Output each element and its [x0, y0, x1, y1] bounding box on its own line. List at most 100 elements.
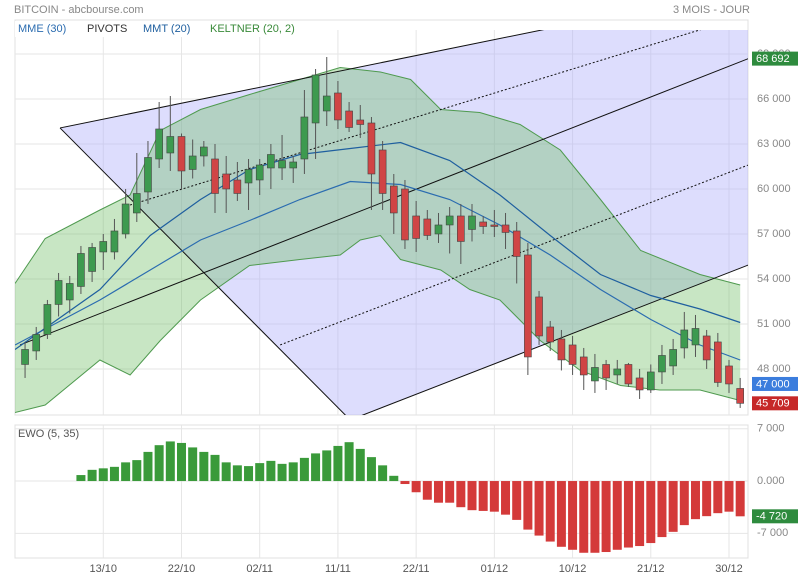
legend-bg — [15, 21, 305, 37]
price-label-box — [752, 396, 798, 411]
ewo-bar — [623, 481, 633, 548]
ewo-bar — [679, 481, 689, 526]
candle-body — [21, 349, 29, 365]
legend-item: KELTNER (20, 2) — [210, 23, 295, 35]
ewo-bar — [512, 481, 522, 520]
moving-average — [15, 141, 741, 350]
ewo-bar — [277, 463, 287, 482]
ewo-bar — [244, 466, 254, 482]
candle-body — [468, 215, 476, 230]
candle-body — [99, 241, 108, 253]
ewo-bar — [523, 481, 533, 530]
candle-body — [546, 326, 555, 343]
ewo-bar — [411, 481, 421, 493]
pivot-line — [59, 127, 346, 415]
candle-body — [334, 92, 342, 121]
ewo-bar — [556, 481, 566, 547]
candle-body — [211, 158, 219, 194]
candle-body — [423, 218, 432, 236]
candle-body — [356, 119, 365, 125]
value-label: -4 720 — [756, 511, 787, 523]
ewo-bar — [635, 481, 645, 547]
x-tick-label: 22/10 — [168, 563, 196, 575]
candle-body — [278, 160, 286, 169]
candle-body — [32, 334, 41, 352]
ewo-bar — [433, 481, 443, 503]
chart-title: BITCOIN - abcbourse.com — [14, 4, 144, 16]
candle-body — [736, 388, 744, 404]
pivot-line — [361, 264, 748, 415]
keltner-upper — [15, 66, 741, 286]
ewo-bar — [713, 481, 723, 514]
ewo-panel — [14, 424, 749, 559]
ewo-bar — [378, 465, 388, 482]
ewo-title: EWO (5, 35) — [18, 428, 79, 440]
ewo-bar — [422, 481, 432, 500]
pivot-line — [59, 30, 545, 129]
ewo-bar — [210, 454, 220, 482]
candle-body — [591, 367, 599, 382]
y-tick-label: 63 000 — [757, 138, 791, 150]
ewo-bar — [400, 481, 410, 485]
ewo-bar — [154, 445, 164, 482]
candle-body — [702, 335, 711, 361]
y-tick-label: 57 000 — [757, 228, 791, 240]
candle-body — [188, 155, 197, 170]
value-label-box — [752, 509, 798, 524]
ewo-bar — [612, 481, 622, 550]
candle-body — [77, 253, 85, 287]
candle-body — [490, 224, 499, 227]
candle-body — [725, 365, 733, 385]
legend-item: PIVOTS — [87, 23, 127, 35]
candle-body — [121, 203, 130, 235]
pivot-line — [279, 164, 748, 346]
candle-body — [434, 224, 443, 235]
candle-body — [132, 193, 141, 214]
ewo-bar — [568, 481, 578, 550]
ewo-bar — [735, 481, 745, 517]
y-tick-label: 60 000 — [757, 183, 791, 195]
candle-body — [401, 188, 409, 241]
ewo-bar — [590, 481, 600, 553]
ewo-bar — [165, 441, 175, 482]
candle-body — [166, 136, 175, 154]
price-label: 68 692 — [756, 53, 790, 65]
ewo-bar — [76, 475, 86, 482]
x-tick-label: 21/12 — [637, 563, 665, 575]
candle-body — [714, 341, 722, 383]
ewo-bar — [176, 442, 186, 482]
ewo-bar — [87, 469, 97, 482]
y-tick-label: 7 000 — [757, 423, 785, 435]
ewo-bar — [467, 481, 477, 511]
candle-body — [300, 116, 309, 160]
candle-body — [267, 154, 275, 169]
ewo-bar — [333, 445, 343, 482]
candle-body — [88, 247, 96, 272]
candle-body — [524, 254, 532, 358]
candle-body — [635, 377, 644, 391]
ewo-bar — [98, 468, 108, 482]
candle-body — [658, 355, 666, 373]
y-tick-label: 48 000 — [757, 363, 791, 375]
ewo-bar — [344, 442, 354, 482]
ewo-bar — [690, 481, 700, 520]
candle-body — [244, 169, 253, 184]
ewo-bar — [489, 481, 499, 512]
candle-body — [255, 164, 264, 181]
ewo-bar — [545, 481, 555, 542]
ewo-bar — [322, 450, 332, 482]
ewo-bar — [657, 481, 667, 538]
candle-body — [311, 74, 320, 124]
candle-body — [367, 122, 376, 175]
candle-body — [557, 338, 566, 361]
x-tick-label: 22/11 — [403, 563, 430, 575]
ewo-bar — [266, 460, 276, 482]
candle-body — [322, 95, 331, 112]
x-tick-label: 30/12 — [715, 563, 743, 575]
ewo-bar — [299, 457, 309, 482]
ewo-bar — [366, 457, 376, 482]
ewo-bar — [132, 460, 142, 482]
candle-body — [568, 344, 577, 365]
candle-body — [579, 356, 588, 376]
candle-body — [110, 230, 119, 253]
